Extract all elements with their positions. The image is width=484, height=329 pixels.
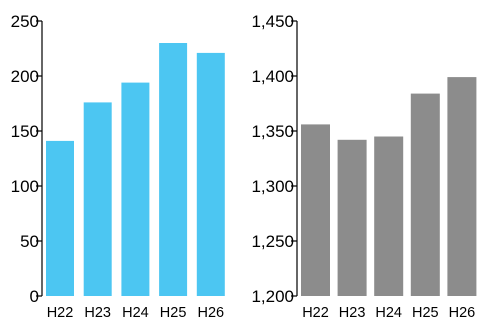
right-y-tick-label: 1,350 bbox=[251, 122, 294, 141]
right-x-tick-label: H25 bbox=[412, 305, 439, 321]
right-bar-h26 bbox=[447, 77, 477, 296]
right-x-tick-label: H22 bbox=[302, 305, 329, 321]
right-bar-h25 bbox=[410, 93, 440, 296]
right-y-tick-label: 1,250 bbox=[251, 232, 294, 251]
right-bar-h23 bbox=[337, 139, 367, 296]
right-bar-h24 bbox=[374, 136, 404, 296]
left-bar-h24 bbox=[121, 82, 150, 296]
left-x-tick-label: H24 bbox=[122, 305, 149, 321]
left-y-tick-label: 100 bbox=[11, 177, 39, 196]
left-bar-h25 bbox=[159, 43, 188, 296]
left-x-tick-label: H25 bbox=[160, 305, 187, 321]
left-x-tick-label: H26 bbox=[197, 305, 224, 321]
left-bar-h23 bbox=[83, 102, 112, 297]
right-x-tick-label: H23 bbox=[339, 305, 366, 321]
left-y-tick-label: 150 bbox=[11, 122, 39, 141]
right-bar-h22 bbox=[301, 124, 330, 297]
left-bar-h22 bbox=[46, 140, 74, 296]
right-y-tick-label: 1,450 bbox=[251, 12, 294, 31]
left-y-tick-label: 200 bbox=[11, 67, 39, 86]
right-y-tick-label: 1,400 bbox=[251, 67, 294, 86]
right-y-tick-label: 1,300 bbox=[251, 177, 294, 196]
left-y-tick-label: 250 bbox=[11, 12, 39, 31]
left-bar-chart: 0 50 100 150 200 250 H22 H23 H24 H25 H26 bbox=[11, 12, 225, 321]
left-y-tick-label: 0 bbox=[30, 287, 39, 306]
right-bar-chart: 1,200 1,250 1,300 1,350 1,400 1,450 H22 H23 H24 H… bbox=[251, 12, 477, 321]
right-x-tick-label: H24 bbox=[375, 305, 402, 321]
left-bar-h26 bbox=[196, 52, 225, 297]
right-y-tick-label: 1,200 bbox=[251, 287, 294, 306]
right-x-tick-label: H26 bbox=[449, 305, 476, 321]
left-y-tick-label: 50 bbox=[20, 232, 39, 251]
left-x-tick-label: H23 bbox=[84, 305, 111, 321]
left-x-tick-label: H22 bbox=[47, 305, 74, 321]
